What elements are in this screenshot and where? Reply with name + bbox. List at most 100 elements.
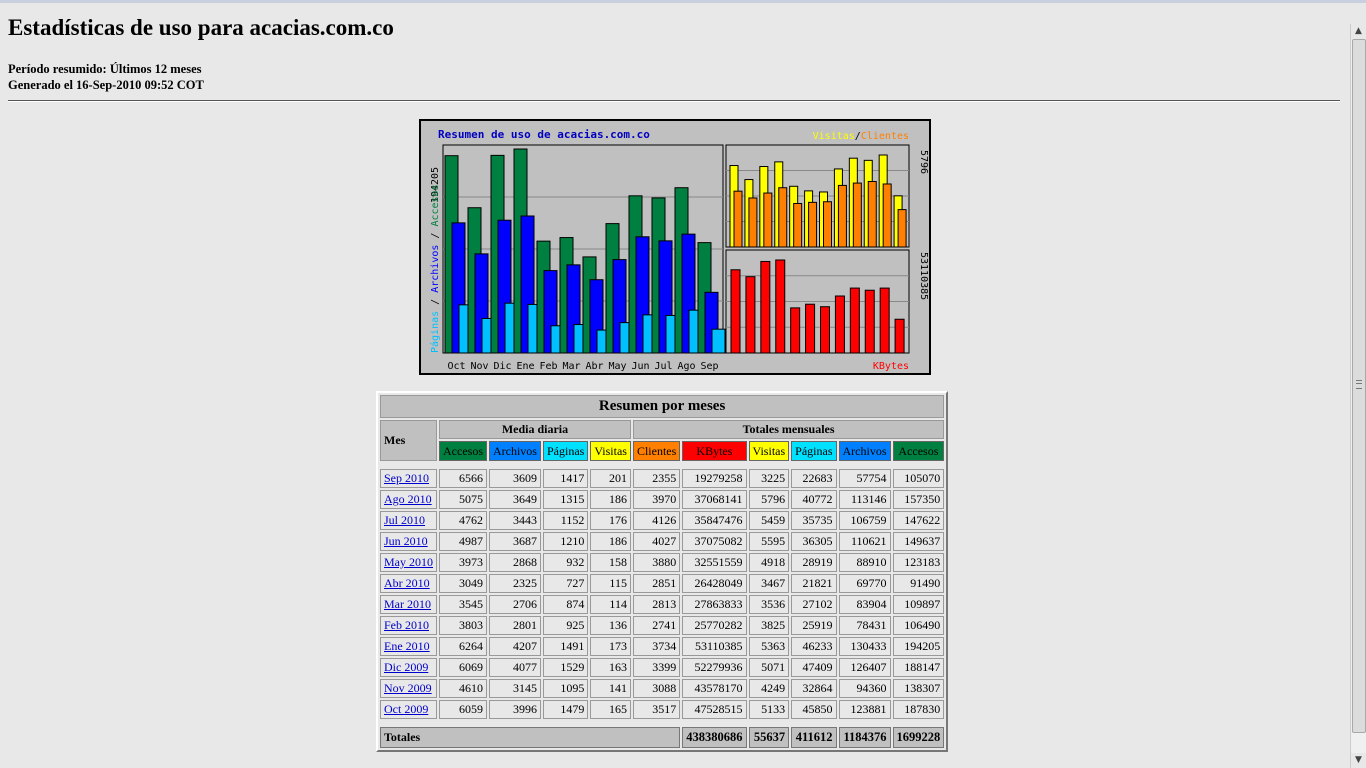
monthly-header-clientes: Clientes: [632, 441, 681, 461]
monthly-value-cell: 32864: [791, 679, 837, 698]
daily-value-cell: 201: [590, 469, 631, 488]
month-link[interactable]: Feb 2010: [384, 618, 429, 632]
daily-value-cell: 1479: [542, 700, 589, 719]
kbytes-legend: KBytes: [873, 361, 909, 372]
monthly-totals-header: Totales mensuales: [632, 420, 945, 439]
table-row: Ene 2010 6264 4207 1491 173 3734 53110385 5363 4…: [380, 637, 945, 656]
table-caption: Resumen por meses: [380, 395, 945, 418]
monthly-value-cell: 22683: [791, 469, 837, 488]
month-link[interactable]: Sep 2010: [384, 471, 429, 485]
monthly-value-cell: 3088: [632, 679, 681, 698]
usage-chart-svg: Resumen de uso de acacias.com.co Oct Nov Di…: [421, 121, 929, 373]
monthly-value-cell: 35735: [791, 511, 837, 530]
total-value-cell: 411612: [791, 727, 837, 748]
left-axis-label-part: Accesos: [430, 184, 441, 226]
period-summary: Período resumido: Últimos 12 meses: [8, 62, 202, 76]
table-row: Feb 2010 3803 2801 925 136 2741 25770282 3825 25…: [380, 616, 945, 635]
x-tick-label: Nov: [470, 361, 488, 372]
top-right-legend-part: Visitas: [813, 131, 855, 142]
monthly-value-cell: 5595: [748, 532, 790, 551]
bar-clientes: [823, 201, 832, 248]
table-caption-row: Resumen por meses: [380, 395, 945, 418]
grip-icon: [1356, 380, 1362, 389]
daily-value-cell: 6264: [439, 637, 487, 656]
scroll-down-icon[interactable]: ▼: [1351, 753, 1366, 768]
monthly-header-accesos: Accesos: [892, 441, 945, 461]
month-link[interactable]: Mar 2010: [384, 597, 431, 611]
x-tick-label: Dic: [493, 361, 511, 372]
month-link[interactable]: Dic 2009: [384, 660, 429, 674]
table-row: Ago 2010 5075 3649 1315 186 3970 37068141 5796 4…: [380, 490, 945, 509]
report-meta: Período resumido: Últimos 12 meses Gener…: [8, 61, 204, 93]
bar-kbytes: [894, 318, 905, 354]
daily-value-cell: 1152: [542, 511, 589, 530]
monthly-value-cell: 138307: [892, 679, 945, 698]
daily-value-cell: 3545: [439, 595, 487, 614]
daily-value-cell: 932: [542, 553, 589, 572]
month-link[interactable]: Ago 2010: [384, 492, 432, 506]
monthly-value-cell: 4918: [748, 553, 790, 572]
x-tick-label: Ene: [516, 361, 534, 372]
month-link[interactable]: May 2010: [384, 555, 433, 569]
x-tick-label: Jun: [631, 361, 649, 372]
monthly-value-cell: 5133: [748, 700, 790, 719]
monthly-value-cell: 123183: [892, 553, 945, 572]
monthly-value-cell: 126407: [838, 658, 891, 677]
scrollbar-thumb[interactable]: [1352, 39, 1366, 733]
total-value-cell: 1699228: [892, 727, 945, 748]
daily-value-cell: 1095: [542, 679, 589, 698]
top-right-axis-max-label: 5796: [918, 150, 929, 174]
month-link[interactable]: Nov 2009: [384, 681, 432, 695]
month-link[interactable]: Oct 2009: [384, 702, 429, 716]
monthly-value-cell: 3825: [748, 616, 790, 635]
monthly-value-cell: 5363: [748, 637, 790, 656]
month-cell: Jun 2010: [380, 532, 437, 551]
bar-clientes: [867, 181, 877, 248]
daily-value-cell: 1210: [542, 532, 589, 551]
daily-value-cell: 3609: [488, 469, 541, 488]
bar-kbytes: [864, 289, 875, 354]
bottom-right-axis-max-label: 53110385: [918, 252, 929, 300]
monthly-value-cell: 110621: [838, 532, 891, 551]
total-value-cell: 438380686: [682, 727, 747, 748]
scroll-up-icon[interactable]: ▲: [1351, 24, 1366, 39]
monthly-value-cell: 2741: [632, 616, 681, 635]
daily-value-cell: 165: [590, 700, 631, 719]
monthly-header-kbytes: KBytes: [682, 441, 747, 461]
monthly-value-cell: 5796: [748, 490, 790, 509]
daily-value-cell: 163: [590, 658, 631, 677]
daily-value-cell: 186: [590, 490, 631, 509]
bar-clientes: [852, 182, 862, 248]
monthly-value-cell: 105070: [892, 469, 945, 488]
daily-value-cell: 114: [590, 595, 631, 614]
bar-kbytes: [760, 260, 771, 354]
month-link[interactable]: Abr 2010: [384, 576, 430, 590]
month-link[interactable]: Ene 2010: [384, 639, 430, 653]
daily-value-cell: 2325: [488, 574, 541, 593]
month-cell: Dic 2009: [380, 658, 437, 677]
month-cell: Abr 2010: [380, 574, 437, 593]
daily-value-cell: 115: [590, 574, 631, 593]
daily-value-cell: 3973: [439, 553, 487, 572]
bar-kbytes: [849, 287, 860, 354]
monthly-header-archivos: Archivos: [838, 441, 891, 461]
month-link[interactable]: Jun 2010: [384, 534, 428, 548]
month-link[interactable]: Jul 2010: [384, 513, 426, 527]
monthly-value-cell: 35847476: [682, 511, 747, 530]
month-cell: Ago 2010: [380, 490, 437, 509]
monthly-value-cell: 4027: [632, 532, 681, 551]
page-title: Estadísticas de uso para acacias.com.co: [8, 15, 394, 40]
daily-value-cell: 2801: [488, 616, 541, 635]
monthly-value-cell: 2851: [632, 574, 681, 593]
monthly-value-cell: 3225: [748, 469, 790, 488]
monthly-value-cell: 3467: [748, 574, 790, 593]
monthly-value-cell: 19279258: [682, 469, 747, 488]
vertical-scrollbar[interactable]: ▲ ▼: [1350, 24, 1366, 768]
monthly-value-cell: 3734: [632, 637, 681, 656]
monthly-value-cell: 25770282: [682, 616, 747, 635]
bar-clientes: [763, 192, 773, 248]
monthly-value-cell: 123881: [838, 700, 891, 719]
chart-title: Resumen de uso de acacias.com.co: [438, 128, 650, 141]
bar-clientes: [793, 202, 803, 248]
monthly-value-cell: 43578170: [682, 679, 747, 698]
